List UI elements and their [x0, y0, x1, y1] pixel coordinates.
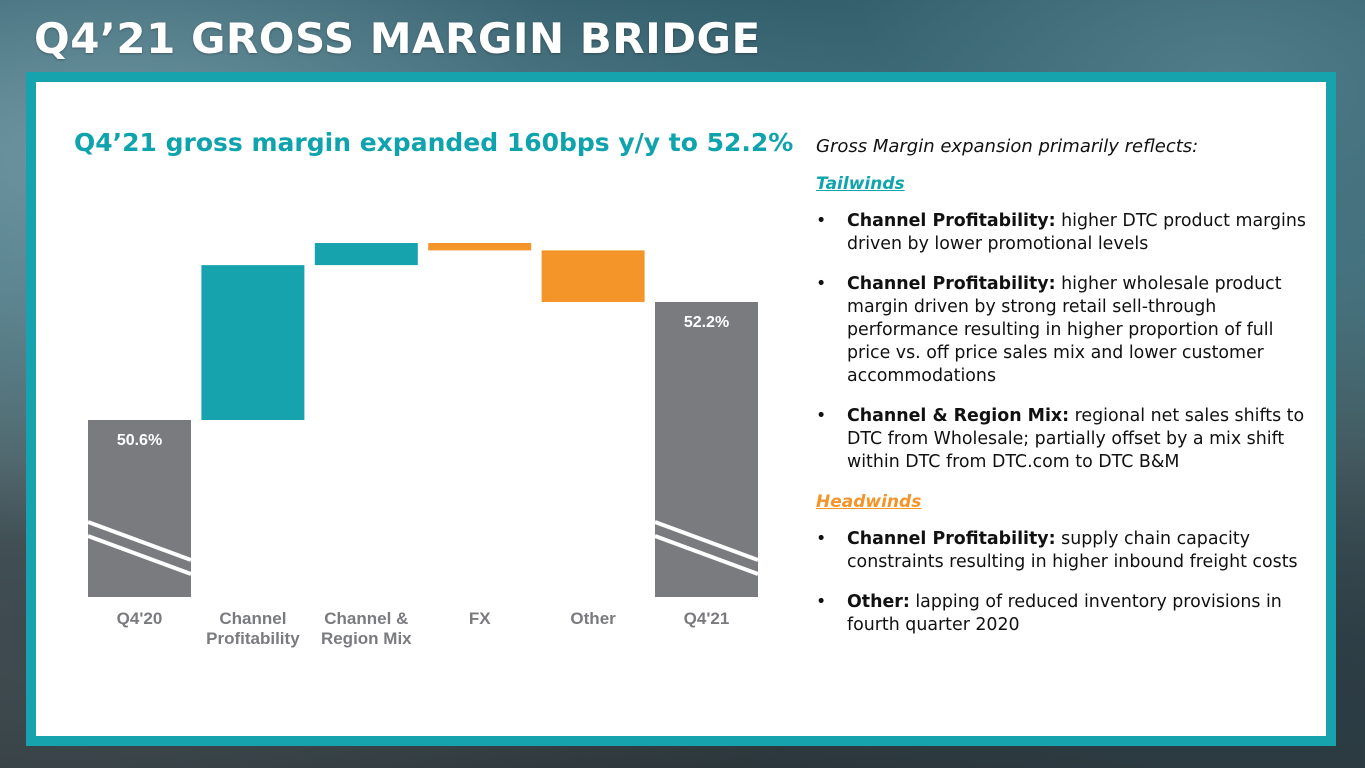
bullet-label: Channel Profitability: [847, 529, 1056, 549]
x-tick-label: Channel & Region Mix [321, 609, 412, 648]
bullet-text: higher wholesale product margin driven b… [847, 274, 1282, 386]
bar-value-label: 50.6% [117, 432, 162, 449]
x-tick-label: Q4'21 [684, 609, 730, 628]
bullet-text: supply chain capacity constraints result… [847, 529, 1298, 572]
bullet: • [816, 211, 827, 231]
bullet-label: Channel Profitability: [847, 274, 1056, 294]
bullet-text: lapping of reduced inventory provisions … [847, 592, 1282, 635]
axis-break-line [654, 520, 759, 562]
bullet-label: Channel & Region Mix: [847, 406, 1070, 426]
bar-total [655, 302, 758, 597]
headwind-item: • Channel Profitability: supply chain ca… [816, 528, 1321, 574]
bullet-label: Channel Profitability: [847, 211, 1056, 231]
axis-break-line [87, 534, 192, 576]
headwind-item: • Other: lapping of reduced inventory pr… [816, 591, 1321, 637]
bar-increase [314, 243, 418, 266]
tailwind-item: • Channel Profitability: higher DTC prod… [816, 210, 1321, 256]
bullet: • [816, 529, 827, 549]
waterfall-chart: 50.6% Q4'20 Channel Profitability Channel & R… [87, 243, 759, 648]
bullet: • [816, 592, 827, 612]
bullet-text: regional net sales shifts to DTC from Wh… [847, 406, 1305, 472]
x-tick-label: Q4'20 [117, 609, 163, 628]
x-tick-label: Other [570, 609, 616, 628]
bar-increase [201, 265, 305, 420]
page-title: Q4’21 GROSS MARGIN BRIDGE [34, 14, 761, 63]
axis-break-line [87, 520, 192, 562]
axis-break-line [654, 534, 759, 576]
bullet-label: Other: [847, 592, 910, 612]
bullet: • [816, 274, 827, 294]
headwinds-heading: Headwinds [816, 492, 922, 512]
x-tick-label: Channel Profitability [206, 609, 300, 648]
tailwind-item: • Channel Profitability: higher wholesal… [816, 273, 1321, 388]
commentary-intro: Gross Margin expansion primarily reflect… [816, 136, 1199, 157]
tailwinds-heading: Tailwinds [816, 174, 905, 194]
bar-decrease [428, 243, 532, 251]
bar-value-label: 52.2% [684, 314, 729, 331]
bullet-text: higher DTC product margins driven by low… [847, 211, 1306, 254]
x-tick-label: FX [469, 609, 491, 628]
commentary-panel: Gross Margin expansion primarily reflect… [816, 136, 1321, 654]
bullet: • [816, 406, 827, 426]
chart-headline: Q4’21 gross margin expanded 160bps y/y t… [74, 128, 794, 157]
bar-decrease [541, 250, 645, 302]
tailwind-item: • Channel & Region Mix: regional net sal… [816, 405, 1321, 474]
